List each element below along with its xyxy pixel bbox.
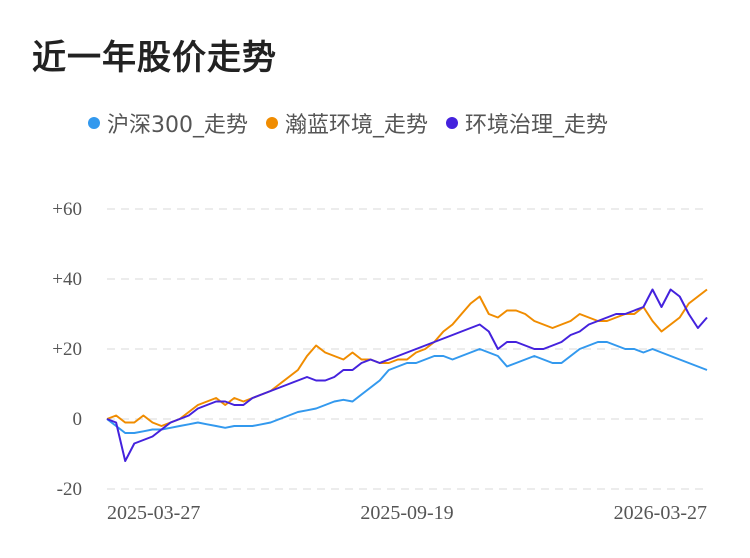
x-axis-ticks: 2025-03-27 2025-09-19 2026-03-27	[107, 502, 707, 524]
series-line-2	[106, 288, 708, 462]
legend-label: 沪深300_走势	[107, 113, 248, 138]
y-tick-label: +20	[52, 339, 82, 360]
series-line-1	[106, 288, 708, 427]
legend-dot-icon	[266, 117, 278, 129]
legend-item-hanlan[interactable]: 瀚蓝环境_走势	[266, 107, 428, 139]
y-tick-label: +60	[52, 199, 82, 220]
x-tick-label: 2025-03-27	[107, 502, 200, 524]
chart-title: 近一年股价走势	[32, 38, 277, 78]
legend-item-hs300[interactable]: 沪深300_走势	[88, 107, 248, 139]
series-line-0	[106, 341, 708, 434]
legend-dot-icon	[88, 117, 100, 129]
x-tick-label: 2025-09-19	[360, 502, 453, 524]
legend-item-env-gov[interactable]: 环境治理_走势	[446, 107, 608, 139]
legend-label: 瀚蓝环境_走势	[285, 113, 429, 138]
y-tick-label: +40	[52, 269, 82, 290]
y-axis-ticks: +60 +40 +20 0 -20	[52, 199, 82, 500]
series-lines	[106, 288, 708, 462]
y-tick-label: -20	[57, 479, 82, 500]
grid-lines	[107, 208, 707, 490]
chart-legend: 沪深300_走势 瀚蓝环境_走势 环境治理_走势	[88, 107, 626, 139]
legend-dot-icon	[446, 117, 459, 129]
legend-label: 环境治理_走势	[465, 113, 609, 138]
y-tick-label: 0	[73, 409, 83, 430]
x-tick-label: 2026-03-27	[614, 502, 707, 524]
